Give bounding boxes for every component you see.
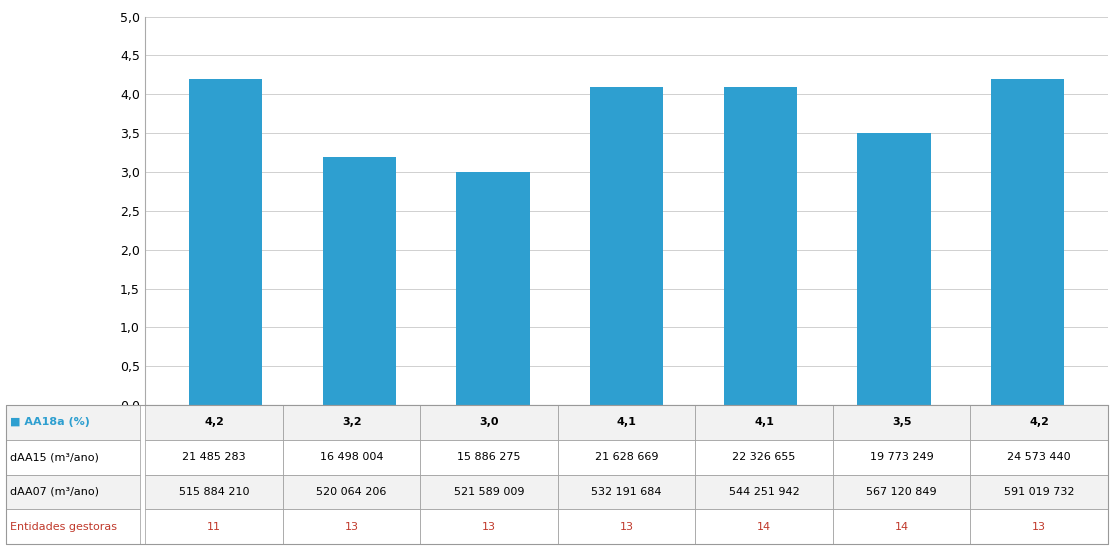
Text: 532 191 684: 532 191 684 (591, 487, 662, 497)
Text: 16 498 004: 16 498 004 (320, 452, 384, 462)
Text: 520 064 206: 520 064 206 (317, 487, 387, 497)
Bar (189, 79, 263, 405)
Text: 521 589 009: 521 589 009 (454, 487, 525, 497)
Text: 4,1: 4,1 (754, 417, 774, 427)
Text: 515 884 210: 515 884 210 (179, 487, 250, 497)
Text: 13: 13 (620, 522, 633, 532)
Bar (857, 133, 931, 405)
Text: 4,2: 4,2 (205, 417, 224, 427)
Text: 13: 13 (345, 522, 359, 532)
Text: Entidades gestoras: Entidades gestoras (10, 522, 117, 532)
Text: 591 019 732: 591 019 732 (1004, 487, 1074, 497)
Text: 14: 14 (758, 522, 771, 532)
Text: 24 573 440: 24 573 440 (1007, 452, 1071, 462)
Text: 13: 13 (1032, 522, 1046, 532)
Bar (590, 87, 664, 405)
Text: 19 773 249: 19 773 249 (869, 452, 933, 462)
Bar (724, 87, 797, 405)
Text: ■ AA18a (%): ■ AA18a (%) (10, 417, 90, 427)
Text: 567 120 849: 567 120 849 (866, 487, 937, 497)
Text: 21 485 283: 21 485 283 (182, 452, 246, 462)
Bar (322, 157, 396, 405)
Bar (457, 172, 529, 405)
Text: 22 326 655: 22 326 655 (733, 452, 796, 462)
Text: 14: 14 (894, 522, 909, 532)
Text: 4,1: 4,1 (617, 417, 637, 427)
Text: 11: 11 (207, 522, 222, 532)
Text: 3,5: 3,5 (892, 417, 911, 427)
Text: 15 886 275: 15 886 275 (458, 452, 521, 462)
Text: 3,2: 3,2 (342, 417, 361, 427)
Text: 544 251 942: 544 251 942 (728, 487, 799, 497)
Text: 3,0: 3,0 (479, 417, 499, 427)
Bar (990, 79, 1064, 405)
Text: dAA07 (m³/ano): dAA07 (m³/ano) (10, 487, 100, 497)
Text: dAA15 (m³/ano): dAA15 (m³/ano) (10, 452, 98, 462)
Text: 21 628 669: 21 628 669 (595, 452, 658, 462)
Text: 13: 13 (482, 522, 496, 532)
Text: 4,2: 4,2 (1029, 417, 1049, 427)
